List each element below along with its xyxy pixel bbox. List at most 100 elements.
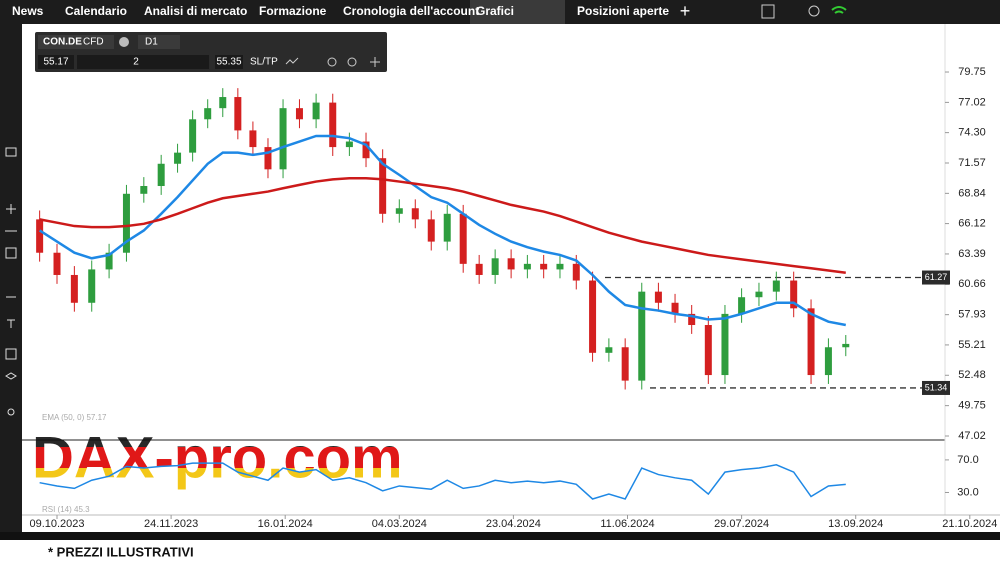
level-label: 51.34 xyxy=(925,382,948,392)
overlay-label: EMA (50, 0) 57.17 xyxy=(42,413,107,422)
moving-average xyxy=(39,176,846,274)
sltp[interactable]: SL/TP xyxy=(250,57,278,68)
rsi-tick-label: 70.0 xyxy=(957,454,978,466)
timeframe: D1 xyxy=(145,37,158,48)
candle-body xyxy=(329,102,337,148)
ask: 55.35 xyxy=(216,57,241,68)
y-tick-label: 77.02 xyxy=(958,96,986,108)
candle-body xyxy=(219,97,227,109)
candle-body xyxy=(540,263,548,270)
candle-body xyxy=(704,325,712,376)
nav-tab[interactable]: Formazione xyxy=(259,4,327,18)
nav-tab[interactable]: News xyxy=(12,4,44,18)
candle-body xyxy=(204,108,212,120)
symbol-box[interactable] xyxy=(38,35,114,49)
nav-tab[interactable]: Posizioni aperte xyxy=(577,4,669,18)
candle-body xyxy=(362,141,370,159)
candle-body xyxy=(491,258,499,275)
candle-body xyxy=(122,193,130,253)
x-tick-label: 04.03.2024 xyxy=(372,518,427,530)
order-toolbar: CON.DE CFD D1 55.17 2 55.35 SL/TP xyxy=(35,32,387,72)
x-tick-label: 23.04.2024 xyxy=(486,518,541,530)
rsi-tick-label: 30.0 xyxy=(957,486,978,498)
candle-body xyxy=(295,108,303,120)
x-tick-label: 13.09.2024 xyxy=(828,518,883,530)
bell-icon[interactable] xyxy=(808,5,820,17)
nav-tab[interactable]: Cronologia dell'account xyxy=(343,4,479,18)
candle-body xyxy=(523,263,531,270)
quantity-box[interactable] xyxy=(77,55,209,69)
candle-body xyxy=(621,347,629,381)
candle-body xyxy=(842,343,850,348)
side-toolbar xyxy=(0,24,22,540)
candle-body xyxy=(411,208,419,220)
candle-body xyxy=(427,219,435,242)
moving-average xyxy=(38,134,847,327)
candle-body xyxy=(688,313,696,326)
info-icon[interactable] xyxy=(119,37,129,47)
symbol: CON.DE xyxy=(43,37,82,48)
y-tick-label: 47.02 xyxy=(958,430,986,442)
level-label-bg xyxy=(922,270,950,285)
candle-body xyxy=(105,252,113,270)
candle-body xyxy=(36,219,44,253)
candle-body xyxy=(721,313,729,376)
ask-box[interactable] xyxy=(215,55,243,69)
nav-tab[interactable]: Calendario xyxy=(65,4,127,18)
wifi-icon xyxy=(831,6,847,14)
x-tick-label: 29.07.2024 xyxy=(714,518,769,530)
y-tick-label: 49.75 xyxy=(958,400,986,412)
rsi-label: RSI (14) 45.3 xyxy=(42,505,90,514)
level-label-bg xyxy=(922,380,950,395)
timeframe-box[interactable] xyxy=(138,35,180,49)
candle-body xyxy=(234,97,242,131)
y-tick-label: 71.57 xyxy=(958,157,986,169)
candle-body xyxy=(140,186,148,194)
bid: 55.17 xyxy=(43,57,68,68)
y-tick-label: 52.48 xyxy=(958,369,986,381)
x-tick-label: 11.06.2024 xyxy=(600,518,654,530)
y-tick-label: 74.30 xyxy=(958,127,986,139)
quantity: 2 xyxy=(133,57,139,68)
candle-body xyxy=(589,280,597,353)
watermark: DAX-pro.com xyxy=(32,425,403,490)
y-tick-label: 57.93 xyxy=(958,309,986,321)
y-tick-label: 66.12 xyxy=(958,218,986,230)
candle-body xyxy=(654,291,662,303)
nav-tab[interactable]: Grafici xyxy=(476,4,514,18)
toolbar-icons xyxy=(285,57,380,67)
candle-body xyxy=(279,108,287,170)
candle-body xyxy=(772,280,780,292)
y-tick-label: 55.21 xyxy=(958,339,986,351)
candle-body xyxy=(157,163,165,187)
candle-body xyxy=(671,302,679,314)
candle-body xyxy=(638,291,646,381)
add-tab[interactable]: + xyxy=(680,1,691,21)
y-tick-label: 79.75 xyxy=(958,66,986,78)
layout-icon[interactable] xyxy=(761,4,775,19)
candle-body xyxy=(790,280,798,309)
nav-tab[interactable]: Analisi di mercato xyxy=(144,4,247,18)
bid-box[interactable] xyxy=(38,55,74,69)
candle-body xyxy=(572,263,580,281)
candle-body xyxy=(395,208,403,214)
candle-body xyxy=(459,213,467,264)
candle-body xyxy=(249,130,257,148)
candle-body xyxy=(738,297,746,314)
candle-body xyxy=(556,263,564,270)
y-tick-label: 63.39 xyxy=(958,248,986,260)
rsi-line xyxy=(39,462,846,500)
y-tick-label: 68.84 xyxy=(958,187,986,199)
active-tab-bg xyxy=(470,0,565,24)
candle-body xyxy=(755,291,763,298)
candle-body xyxy=(312,102,320,120)
footer-note: * PREZZI ILLUSTRATIVI xyxy=(48,544,194,559)
candle-body xyxy=(70,274,78,303)
candle-body xyxy=(264,147,272,170)
candle-body xyxy=(174,152,182,164)
candle-body xyxy=(507,258,515,270)
bottom-bar xyxy=(0,532,1000,540)
x-tick-label: 16.01.2024 xyxy=(258,518,313,530)
